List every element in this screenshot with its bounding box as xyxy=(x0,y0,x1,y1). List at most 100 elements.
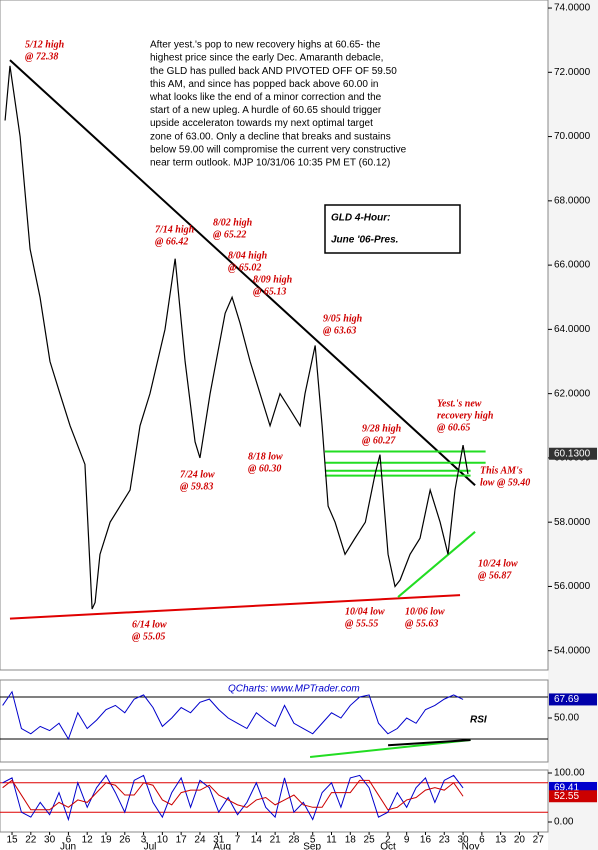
annotation: @ 60.30 xyxy=(248,463,281,474)
x-tick-label: 27 xyxy=(533,835,545,846)
annotation: 9/28 high xyxy=(362,423,402,434)
chart-title: GLD 4-Hour: xyxy=(331,213,390,224)
x-tick-label: 31 xyxy=(213,835,225,846)
annotation: Yest.'s new xyxy=(437,398,482,409)
y-tick-label: 0.00 xyxy=(554,817,574,828)
month-label: Aug xyxy=(213,842,231,850)
month-label: Oct xyxy=(380,842,396,850)
x-tick-label: 30 xyxy=(457,835,469,846)
annotation: @ 65.13 xyxy=(253,286,286,297)
y-tick-label: 54.0000 xyxy=(554,645,591,656)
x-tick-label: 28 xyxy=(288,835,300,846)
month-label: Jun xyxy=(60,842,76,850)
annotation: 7/24 low xyxy=(180,469,215,480)
x-tick-label: 21 xyxy=(270,835,282,846)
x-tick-label: 15 xyxy=(6,835,18,846)
x-tick-label: 14 xyxy=(251,835,263,846)
x-tick-label: 19 xyxy=(100,835,112,846)
commentary-line: this AM, and since has popped back above… xyxy=(150,79,379,90)
x-tick-label: 2 xyxy=(385,835,391,846)
last-value-label: 52.55 xyxy=(554,791,579,802)
rsi-line xyxy=(2,690,464,741)
annotation: @ 65.22 xyxy=(213,229,246,240)
x-tick-label: 11 xyxy=(326,835,337,846)
annotation: 9/05 high xyxy=(323,313,363,324)
panel-frame xyxy=(0,769,549,833)
y-tick-label: 72.0000 xyxy=(554,67,591,78)
trend-line xyxy=(9,594,461,620)
y-tick-label: 64.0000 xyxy=(554,324,591,335)
commentary-line: near term outlook. MJP 10/31/06 10:35 PM… xyxy=(150,158,390,169)
month-label: Jul xyxy=(144,842,157,850)
annotation: 7/14 high xyxy=(155,224,195,235)
annotation: This AM's xyxy=(480,465,523,476)
x-tick-label: 16 xyxy=(420,835,432,846)
last-value-tag xyxy=(549,693,597,706)
commentary-line: zone of 63.00. Only a decline that break… xyxy=(150,131,391,142)
last-value-label: 69.41 xyxy=(554,783,579,794)
x-tick-label: 26 xyxy=(119,835,131,846)
x-tick-label: 3 xyxy=(141,835,147,846)
annotation: recovery high xyxy=(437,410,494,421)
y-tick-label: 66.0000 xyxy=(554,260,591,271)
annotation: 6/14 low xyxy=(132,619,167,630)
annotation: @ 59.83 xyxy=(180,481,213,492)
last-value-label: 60.1300 xyxy=(554,448,591,459)
chart-title: June '06-Pres. xyxy=(331,235,398,246)
x-tick-label: 20 xyxy=(514,835,526,846)
trend-line xyxy=(9,59,476,486)
last-value-label: 67.69 xyxy=(554,694,579,705)
rsi-trend-line xyxy=(309,739,471,758)
x-tick-label: 5 xyxy=(310,835,316,846)
x-tick-label: 6 xyxy=(479,835,485,846)
commentary-line: what looks like the end of a minor corre… xyxy=(149,92,382,103)
x-tick-label: 10 xyxy=(157,835,169,846)
annotation: 8/02 high xyxy=(213,217,253,228)
source-label: QCharts: www.MPTrader.com xyxy=(228,684,360,695)
annotation: @ 72.38 xyxy=(25,51,58,62)
annotation: @ 66.42 xyxy=(155,236,188,247)
commentary-line: After yest.'s pop to new recovery highs … xyxy=(150,40,381,51)
annotation: @ 56.87 xyxy=(478,570,512,581)
last-value-tag xyxy=(549,447,597,460)
title-box xyxy=(324,204,461,254)
annotation: @ 60.27 xyxy=(362,435,396,446)
month-label: Sep xyxy=(303,842,321,850)
y-tick-label: 62.0000 xyxy=(554,388,591,399)
annotation: 10/06 low xyxy=(405,606,445,617)
x-tick-label: 17 xyxy=(176,835,188,846)
x-tick-label: 25 xyxy=(364,835,376,846)
rsi-trend-line xyxy=(388,739,471,747)
commentary-line: the GLD has pulled back AND PIVOTED OFF … xyxy=(150,66,397,77)
stoch-line xyxy=(2,779,464,811)
last-value-tag xyxy=(549,790,597,803)
x-tick-label: 6 xyxy=(66,835,72,846)
x-tick-label: 7 xyxy=(235,835,241,846)
y-tick-label: 68.0000 xyxy=(554,195,591,206)
annotation: 5/12 high xyxy=(25,39,65,50)
y-tick-label: 58.0000 xyxy=(554,517,591,528)
y-tick-label: 74.0000 xyxy=(554,3,591,14)
month-label: Nov xyxy=(462,842,480,850)
x-tick-label: 13 xyxy=(495,835,507,846)
x-tick-label: 9 xyxy=(404,835,410,846)
annotation: @ 55.55 xyxy=(345,618,378,629)
price-line xyxy=(4,65,469,610)
annotation: @ 60.65 xyxy=(437,422,470,433)
commentary-line: below 59.00 will compromise the current … xyxy=(150,144,407,155)
y-tick-label: 50.00 xyxy=(554,713,579,724)
annotation: 8/04 high xyxy=(228,250,268,261)
trend-line xyxy=(397,531,476,598)
annotation: 8/09 high xyxy=(253,274,293,285)
x-tick-label: 12 xyxy=(82,835,94,846)
y-tick-label: 100.00 xyxy=(554,768,585,779)
commentary-line: upside acceleraton towards my next optim… xyxy=(150,118,373,129)
annotation: @ 65.02 xyxy=(228,262,261,273)
annotation: 8/18 low xyxy=(248,451,283,462)
annotation: 10/24 low xyxy=(478,558,518,569)
y-tick-label: 70.0000 xyxy=(554,131,591,142)
x-tick-label: 22 xyxy=(25,835,37,846)
annotation: @ 55.05 xyxy=(132,631,165,642)
